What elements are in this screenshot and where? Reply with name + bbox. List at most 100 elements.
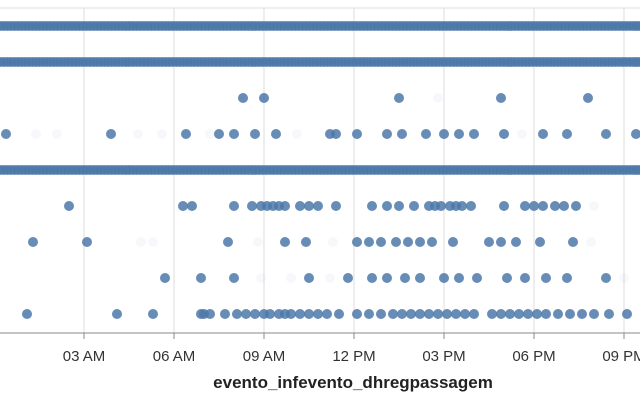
data-point (460, 309, 470, 319)
data-point (511, 237, 521, 247)
data-point (523, 309, 533, 319)
data-point (496, 93, 506, 103)
data-point (304, 201, 314, 211)
data-point (391, 237, 401, 247)
data-point (22, 309, 32, 319)
data-point (364, 309, 374, 319)
data-point (205, 129, 215, 139)
data-point (604, 309, 614, 319)
data-point (577, 309, 587, 319)
data-point (331, 129, 341, 139)
data-point (550, 201, 560, 211)
data-point (394, 201, 404, 211)
data-point (280, 201, 290, 211)
data-point (196, 273, 206, 283)
data-point (502, 273, 512, 283)
data-point (301, 237, 311, 247)
data-point (367, 201, 377, 211)
data-point (82, 237, 92, 247)
data-point (313, 201, 323, 211)
data-point (568, 237, 578, 247)
data-point (280, 237, 290, 247)
data-point (421, 129, 431, 139)
data-point (229, 129, 239, 139)
data-point (466, 201, 476, 211)
data-point (286, 273, 296, 283)
data-point (250, 129, 260, 139)
data-point (586, 237, 596, 247)
x-tick-label-2: 09 AM (243, 348, 286, 365)
data-point (250, 309, 260, 319)
data-point (635, 21, 640, 31)
data-point (214, 129, 224, 139)
data-point (451, 309, 461, 319)
x-axis-title: evento_infevento_dhregpassagem (213, 373, 493, 392)
x-tick-label-3: 12 PM (332, 348, 375, 365)
data-point (484, 237, 494, 247)
x-tick-label-4: 03 PM (422, 348, 465, 365)
data-point (538, 201, 548, 211)
data-point (505, 309, 515, 319)
data-point (457, 201, 467, 211)
data-point (304, 273, 314, 283)
data-point (331, 201, 341, 211)
data-point (322, 309, 332, 319)
data-point (232, 309, 242, 319)
data-point (535, 237, 545, 247)
data-point (382, 201, 392, 211)
data-point (403, 237, 413, 247)
data-point (247, 201, 257, 211)
data-point (635, 57, 640, 67)
data-point (635, 165, 640, 175)
data-point (472, 273, 482, 283)
data-point (205, 309, 215, 319)
data-point (352, 309, 362, 319)
data-point (541, 309, 551, 319)
data-point (388, 309, 398, 319)
data-point (424, 309, 434, 319)
data-point (253, 237, 263, 247)
data-point (220, 309, 230, 319)
data-point (157, 129, 167, 139)
data-point (427, 237, 437, 247)
data-point (631, 129, 640, 139)
data-point (382, 273, 392, 283)
data-point (529, 201, 539, 211)
data-point (406, 309, 416, 319)
data-point (439, 129, 449, 139)
data-point (469, 129, 479, 139)
data-point (352, 129, 362, 139)
data-point (328, 237, 338, 247)
data-point (601, 129, 611, 139)
data-point (499, 129, 509, 139)
data-point (286, 309, 296, 319)
data-point (496, 237, 506, 247)
data-point (589, 309, 599, 319)
data-point (271, 129, 281, 139)
data-point (64, 201, 74, 211)
data-point (433, 309, 443, 319)
data-point (292, 129, 302, 139)
data-point (52, 129, 62, 139)
data-point (313, 309, 323, 319)
data-point (499, 201, 509, 211)
data-point (553, 309, 563, 319)
data-point (562, 273, 572, 283)
data-point (394, 93, 404, 103)
data-point (469, 309, 479, 319)
data-point (304, 309, 314, 319)
data-point (448, 237, 458, 247)
data-point (514, 309, 524, 319)
data-point (439, 273, 449, 283)
data-point (538, 129, 548, 139)
data-point (601, 273, 611, 283)
data-point (229, 201, 239, 211)
data-point (541, 273, 551, 283)
data-point (442, 309, 452, 319)
data-point (256, 273, 266, 283)
data-point (622, 309, 632, 319)
data-point (334, 309, 344, 319)
data-point (487, 309, 497, 319)
data-point (415, 237, 425, 247)
